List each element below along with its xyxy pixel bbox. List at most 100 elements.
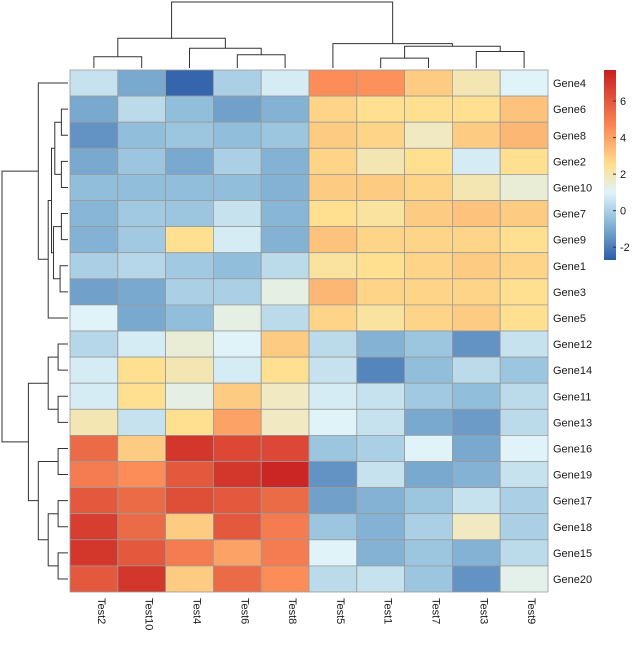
- row-label: Gene18: [553, 522, 592, 534]
- heatmap-cell: [117, 330, 167, 358]
- heatmap-cell: [212, 278, 262, 306]
- heatmap-cell: [451, 95, 501, 123]
- heatmap-cell: [69, 513, 119, 541]
- heatmap-cell: [499, 278, 549, 306]
- heatmap-cell: [212, 226, 262, 254]
- heatmap-cell: [499, 304, 549, 332]
- heatmap-cell: [356, 200, 405, 228]
- heatmap-cell: [499, 382, 549, 410]
- heatmap-cell: [260, 565, 310, 593]
- heatmap-cell: [499, 95, 549, 123]
- heatmap-cell: [451, 252, 501, 280]
- dendrogram-branch: [1, 170, 39, 443]
- heatmap-cell: [308, 434, 358, 462]
- dendrogram-branch: [189, 47, 262, 68]
- heatmap-cell: [308, 95, 358, 123]
- heatmap-cell: [499, 121, 549, 149]
- heatmap-cell: [117, 356, 167, 384]
- heatmap-cell: [165, 565, 214, 593]
- heatmap-cell: [499, 408, 549, 436]
- heatmap-cell: [451, 69, 501, 97]
- heatmap-cell: [404, 252, 453, 280]
- column-label: Test8: [286, 598, 298, 624]
- heatmap-cell: [260, 200, 310, 228]
- heatmap-cell: [499, 565, 549, 593]
- heatmap-cell: [212, 408, 262, 436]
- heatmap-cell: [212, 330, 262, 358]
- heatmap-cell: [260, 356, 310, 384]
- heatmap-cell: [117, 173, 167, 201]
- heatmap-cell: [356, 252, 405, 280]
- dendrogram-branch: [57, 395, 68, 423]
- heatmap-cell: [117, 121, 167, 149]
- dendrogram-branch: [47, 513, 59, 567]
- heatmap-cell: [356, 408, 405, 436]
- row-label: Gene11: [553, 391, 591, 403]
- heatmap-cell: [117, 487, 167, 515]
- row-label: Gene19: [553, 470, 592, 482]
- heatmap-cells: [69, 69, 549, 593]
- heatmap-cell: [404, 356, 453, 384]
- heatmap-cell: [212, 173, 262, 201]
- heatmap-cell: [404, 173, 453, 201]
- heatmap-cell: [117, 461, 167, 489]
- heatmap-cell: [165, 487, 214, 515]
- heatmap-cell: [165, 121, 214, 149]
- row-label: Gene7: [553, 209, 586, 221]
- heatmap-cell: [212, 200, 262, 228]
- heatmap-cell: [260, 121, 310, 149]
- heatmap-cell: [260, 513, 310, 541]
- dendrogram-branch: [404, 45, 501, 59]
- heatmap-cell: [165, 278, 214, 306]
- row-label: Gene20: [553, 574, 592, 586]
- heatmap-cell: [308, 252, 358, 280]
- heatmap-cell: [69, 252, 119, 280]
- row-label: Gene2: [553, 156, 586, 168]
- heatmap-cell: [165, 408, 214, 436]
- row-label: Gene17: [553, 496, 592, 508]
- heatmap-cell: [356, 434, 405, 462]
- heatmap-cell: [499, 69, 549, 97]
- row-label: Gene5: [553, 313, 586, 325]
- row-label: Gene15: [553, 548, 592, 560]
- row-labels: Gene4 Gene6 Gene8 Gene2 Gene10 Gene7 Gene9 Gene…: [553, 78, 592, 586]
- dendrogram-branch: [60, 213, 68, 241]
- dendrogram-branch: [380, 57, 429, 68]
- heatmap-cell: [260, 69, 310, 97]
- heatmap-cell: [212, 461, 262, 489]
- dendrogram-branch: [57, 447, 68, 476]
- heatmap-cell: [165, 356, 214, 384]
- heatmap-cell: [404, 95, 453, 123]
- dendrogram-branch: [57, 500, 68, 528]
- heatmap-cell: [451, 121, 501, 149]
- dendrogram-branch: [60, 160, 68, 188]
- column-label: Test9: [525, 598, 537, 624]
- heatmap-cell: [404, 434, 453, 462]
- heatmap-cell: [356, 356, 405, 384]
- heatmap-cell: [69, 304, 119, 332]
- heatmap-cell: [165, 304, 214, 332]
- column-label: Test1: [382, 598, 394, 624]
- heatmap-cell: [212, 382, 262, 410]
- legend-tick-label: 4: [620, 133, 626, 145]
- column-label: Test10: [143, 598, 155, 630]
- heatmap-cell: [69, 461, 119, 489]
- heatmap-cell: [165, 539, 214, 567]
- heatmap-cell: [356, 461, 405, 489]
- row-label: Gene9: [553, 235, 586, 247]
- heatmap-cell: [499, 226, 549, 254]
- column-label: Test7: [430, 598, 442, 624]
- heatmap-cell: [451, 147, 501, 175]
- heatmap-cell: [308, 278, 358, 306]
- heatmap-cell: [165, 252, 214, 280]
- heatmap-cell: [117, 408, 167, 436]
- heatmap-cell: [451, 304, 501, 332]
- column-dendrogram: [93, 1, 525, 68]
- heatmap-cell: [260, 173, 310, 201]
- heatmap-cell: [356, 147, 405, 175]
- legend-tick-label: 6: [620, 96, 626, 108]
- heatmap-cell: [308, 382, 358, 410]
- heatmap-cell: [308, 539, 358, 567]
- heatmap-cell: [69, 173, 119, 201]
